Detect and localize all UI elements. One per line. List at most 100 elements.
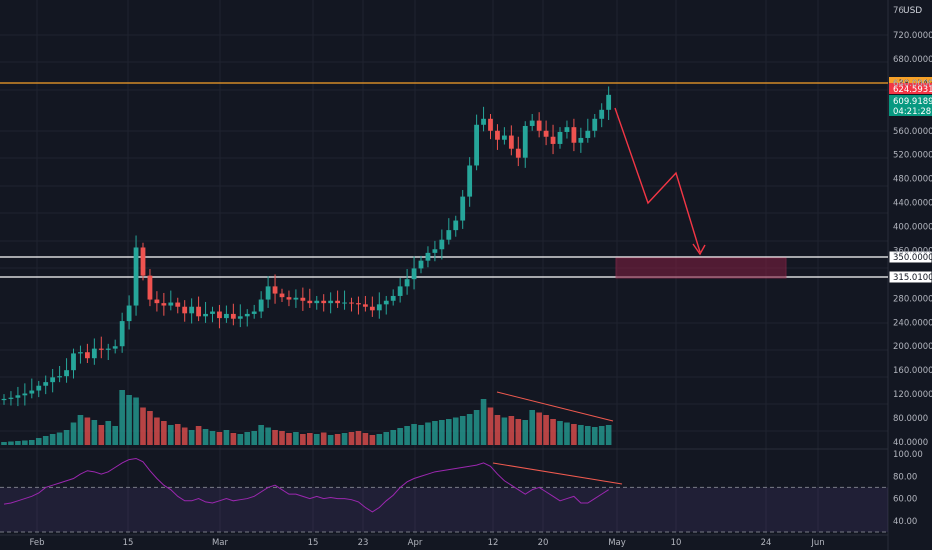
volume-bar xyxy=(154,417,160,445)
volume-bar xyxy=(466,414,473,445)
level-badge-1 xyxy=(888,250,932,264)
volume-bar xyxy=(418,425,424,445)
volume-bar xyxy=(327,435,334,445)
candle-body xyxy=(189,306,195,314)
price-tick-label: 160.0000 xyxy=(893,366,932,376)
volume-bar xyxy=(188,430,195,445)
volume-bar xyxy=(209,431,216,445)
date-tick-label: 10 xyxy=(671,538,682,548)
candle-body xyxy=(279,293,285,298)
volume-bar xyxy=(29,440,35,445)
candle-body xyxy=(78,352,83,354)
date-tick-label: Jun xyxy=(810,538,824,548)
volume-bar xyxy=(432,421,438,445)
price-badge-text-2: 04:21:28 xyxy=(893,107,931,117)
volume-bar xyxy=(293,432,299,445)
price-axis[interactable]: 720.0000 680.0000 640.0000 560.0000 520.0000… xyxy=(893,6,932,527)
date-tick-label: 15 xyxy=(308,538,319,548)
candle-body xyxy=(592,118,598,131)
candle-body xyxy=(154,299,160,304)
price-badge-1 xyxy=(889,95,932,106)
candle-body xyxy=(349,302,354,304)
price-tick-label: 120.0000 xyxy=(893,390,932,400)
candle-body xyxy=(432,249,438,253)
candle-body xyxy=(161,303,167,306)
candle-body xyxy=(515,148,521,158)
volume-bar xyxy=(35,438,42,445)
volume-bar xyxy=(439,420,445,445)
volume-bar xyxy=(91,420,98,445)
candle-body xyxy=(502,135,507,140)
price-badge-2 xyxy=(889,105,932,116)
date-tick-label: 24 xyxy=(761,538,772,548)
candle-body xyxy=(571,127,577,143)
volume-bar xyxy=(446,419,452,445)
volume-bar xyxy=(459,416,466,445)
price-tick-label: 720.0000 xyxy=(893,31,932,41)
price-tick-label: 360.0000 xyxy=(893,246,932,256)
candle-body xyxy=(1,398,7,401)
date-tick-label: 15 xyxy=(123,538,134,548)
price-tick-label: 440.0000 xyxy=(893,199,932,209)
volume-bar xyxy=(63,430,70,445)
rsi-tick-label: 100.00 xyxy=(893,450,923,460)
volume-bar xyxy=(202,429,209,445)
candle-body xyxy=(29,390,35,394)
volume-bar xyxy=(425,422,431,445)
candle-body xyxy=(22,393,28,396)
candle-body xyxy=(488,118,493,131)
volume-bar xyxy=(480,399,487,445)
candle-body xyxy=(474,124,479,166)
price-tick-label: 400.0000 xyxy=(893,223,932,233)
volume-divergence-line xyxy=(496,391,614,422)
volume-bar xyxy=(605,425,612,445)
candle-body xyxy=(564,127,570,132)
candle-body xyxy=(182,306,188,314)
candle-body xyxy=(57,376,62,378)
candle-body xyxy=(43,382,49,386)
candle-body xyxy=(71,353,76,371)
volume-bar xyxy=(223,430,230,445)
volume-bar xyxy=(244,432,251,445)
candle-body xyxy=(397,286,403,296)
candle-body xyxy=(404,279,410,287)
volume-bar xyxy=(105,421,112,445)
rsi-band xyxy=(0,487,888,532)
volume-bar xyxy=(98,425,105,445)
level-badge-2 xyxy=(888,270,932,284)
candle-body xyxy=(508,135,514,149)
price-badge-text-1: 609.9189 xyxy=(893,97,932,107)
currency-label[interactable]: USD xyxy=(903,6,922,16)
candle-body xyxy=(265,286,271,300)
volume-bar xyxy=(112,426,118,445)
volume-bar xyxy=(265,427,271,445)
volume-bar xyxy=(452,417,459,445)
volume-bar xyxy=(529,410,535,445)
volume-bar xyxy=(543,415,549,445)
candle-body xyxy=(342,302,347,304)
candle-body xyxy=(411,268,417,280)
date-tick-label: 20 xyxy=(538,538,549,548)
candle-body xyxy=(543,130,549,137)
volume-bar xyxy=(536,412,542,445)
candle-body xyxy=(335,300,340,304)
candle-body xyxy=(64,370,69,377)
candle-body xyxy=(376,304,382,311)
volume-bar xyxy=(334,434,341,445)
candle-body xyxy=(217,311,222,319)
volume-bar xyxy=(473,410,480,445)
candle-body xyxy=(140,247,146,276)
price-tick-label: 640.0000 xyxy=(893,79,932,89)
level-badge-text-1: 350.0000 xyxy=(893,253,932,263)
date-tick-label: 23 xyxy=(358,538,369,548)
volume-bar xyxy=(168,425,174,445)
volume-bar xyxy=(411,424,417,445)
date-axis[interactable]: Feb 15 Mar 15 23 Apr 12 20 May 10 24 Jun xyxy=(29,538,824,548)
price-tick-label-top: 76 xyxy=(893,6,904,16)
projected-path xyxy=(614,107,706,256)
date-tick-label: 12 xyxy=(488,538,499,548)
rsi-tick-label: 40.00 xyxy=(893,517,917,527)
volume-bar xyxy=(564,422,570,445)
candle-body xyxy=(126,305,132,322)
